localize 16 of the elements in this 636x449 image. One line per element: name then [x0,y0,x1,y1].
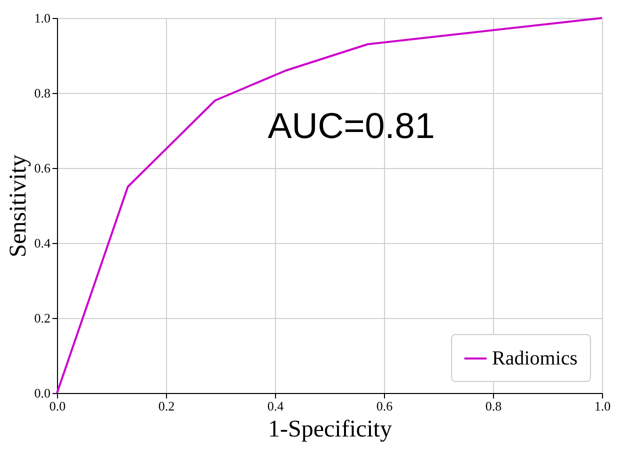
y-axis-title: Sensitivity [5,154,32,258]
x-axis-title: 1-Specificity [268,416,392,442]
y-tick-label: 1.0 [34,10,50,26]
x-tick-label: 0.4 [267,398,284,414]
y-tick-label: 0.6 [34,160,51,176]
x-tick-label: 0.2 [158,398,175,414]
y-tick-label: 0.0 [34,386,50,400]
annotation: AUC=0.81 [268,104,435,146]
legend-label: Radiomics [492,348,578,370]
x-tick-label: 0.8 [485,398,502,414]
y-tick-label: 0.8 [34,86,50,100]
y-tick-label: 0.4 [34,236,51,250]
x-tick-label: 0.6 [376,398,394,414]
x-tick-label: 1.0 [594,398,611,414]
y-tick-label: 0.2 [34,310,50,326]
x-tick-label: 0.0 [49,398,66,414]
